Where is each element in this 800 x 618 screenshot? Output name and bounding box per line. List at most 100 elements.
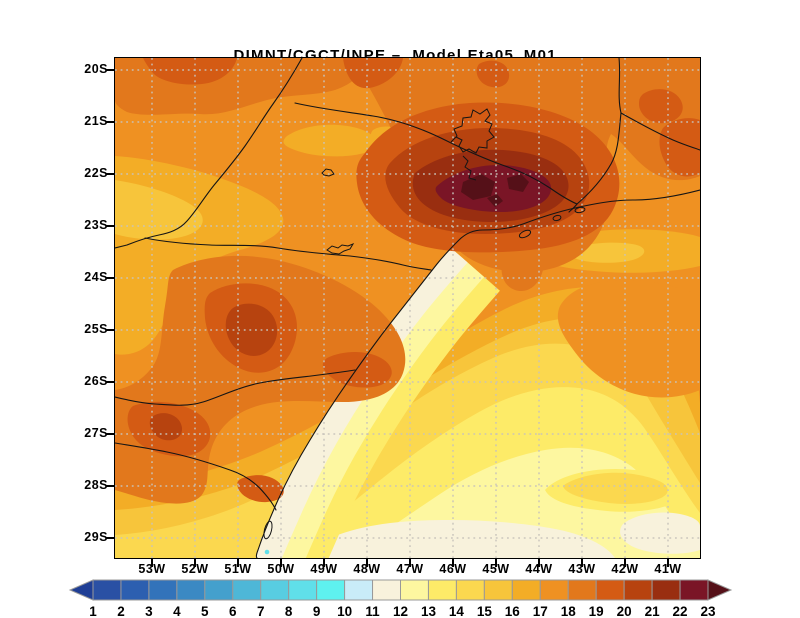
lat-tick-label: 25S bbox=[84, 322, 108, 336]
lon-tick-mark bbox=[151, 559, 153, 567]
colorbar-level-label: 18 bbox=[561, 604, 577, 618]
mg-rj-border bbox=[576, 112, 622, 205]
colorbar-level-label: 3 bbox=[145, 604, 153, 618]
lat-tick-label: 26S bbox=[84, 374, 108, 388]
mg-sp-border bbox=[294, 102, 578, 205]
colorbar-level-label: 5 bbox=[201, 604, 209, 618]
colorbar-swatch bbox=[679, 579, 709, 601]
colorbar-level-label: 11 bbox=[365, 604, 380, 618]
colorbar-level-label: 6 bbox=[229, 604, 237, 618]
lon-tick-mark bbox=[581, 559, 583, 567]
lon-tick-mark bbox=[409, 559, 411, 567]
lat-tick-label: 21S bbox=[84, 114, 108, 128]
colorbar-level-label: 22 bbox=[673, 604, 688, 618]
mg-es-border bbox=[618, 57, 622, 114]
colorbar: 1 2 3 4 5 6 7 8 9 10 11 12 13 14 15 16 17 18 19 20 21 22 23 bbox=[68, 579, 733, 618]
colorbar-swatch bbox=[204, 579, 234, 601]
colorbar-swatch bbox=[511, 579, 541, 601]
colorbar-swatch bbox=[260, 579, 290, 601]
temperature-contour-region bbox=[115, 180, 203, 240]
lat-tick-label: 28S bbox=[84, 478, 108, 492]
colorbar-level-label: 15 bbox=[477, 604, 493, 618]
temperature-contour-region bbox=[143, 58, 237, 85]
sc-rs-border bbox=[114, 442, 277, 511]
lon-tick-mark bbox=[194, 559, 196, 567]
florianopolis-island bbox=[263, 520, 273, 540]
colorbar-swatch bbox=[372, 579, 401, 601]
lat-tick-label: 24S bbox=[84, 270, 108, 284]
temperature-contour-region bbox=[322, 352, 392, 388]
colorbar-level-label: 17 bbox=[533, 604, 548, 618]
lat-tick-mark bbox=[106, 277, 115, 279]
lon-tick-mark bbox=[323, 559, 325, 567]
lon-tick-mark bbox=[452, 559, 454, 567]
lat-tick-mark bbox=[106, 121, 115, 123]
colorbar-level-label: 21 bbox=[645, 604, 661, 618]
ilha-grande-island bbox=[574, 206, 586, 214]
colorbar-level-label: 1 bbox=[89, 604, 97, 618]
lat-tick-label: 22S bbox=[84, 166, 108, 180]
colorbar-level-label: 9 bbox=[313, 604, 321, 618]
lat-tick-mark bbox=[106, 173, 115, 175]
lat-tick-mark bbox=[106, 485, 115, 487]
jurumirim-lake bbox=[326, 242, 355, 255]
lon-tick-mark bbox=[280, 559, 282, 567]
lat-tick-mark bbox=[106, 329, 115, 331]
colorbar-swatch bbox=[288, 579, 318, 601]
colorbar-level-label: 2 bbox=[117, 604, 125, 618]
colorbar-swatch bbox=[120, 579, 150, 601]
colorbar-level-label: 20 bbox=[617, 604, 632, 618]
map-plot-area bbox=[114, 57, 701, 559]
lon-tick-mark bbox=[495, 559, 497, 567]
colorbar-swatch bbox=[567, 579, 597, 601]
coastline bbox=[255, 189, 701, 559]
colorbar-swatch bbox=[232, 579, 262, 601]
lon-tick-label: 42W bbox=[611, 562, 639, 576]
reservoir-squiggle bbox=[462, 155, 477, 181]
colorbar-swatch bbox=[176, 579, 206, 601]
colorbar-swatch bbox=[92, 579, 122, 601]
lon-tick-mark bbox=[667, 559, 669, 567]
lat-tick-mark bbox=[106, 381, 115, 383]
colorbar-level-label: 8 bbox=[285, 604, 293, 618]
temperature-contour-region bbox=[461, 174, 495, 200]
pr-sc-border bbox=[114, 369, 356, 406]
lat-tick-label: 27S bbox=[84, 426, 108, 440]
lon-tick-label: 52W bbox=[181, 562, 209, 576]
temperature-map bbox=[114, 57, 701, 559]
temperature-contour-region bbox=[283, 124, 377, 157]
colorbar-level-label: 14 bbox=[449, 604, 465, 618]
colorbar-level-label: 19 bbox=[589, 604, 604, 618]
lon-tick-mark bbox=[237, 559, 239, 567]
temperature-contour-region bbox=[487, 194, 503, 207]
lon-tick-label: 53W bbox=[138, 562, 166, 576]
temperature-contour-region bbox=[563, 472, 668, 504]
lon-tick-label: 41W bbox=[654, 562, 682, 576]
sp-pr-border bbox=[144, 237, 432, 271]
colorbar-level-label: 4 bbox=[173, 604, 181, 618]
colorbar-swatch bbox=[400, 579, 429, 601]
colorbar-swatch bbox=[539, 579, 569, 601]
lat-tick-label: 23S bbox=[84, 218, 108, 232]
lon-tick-label: 47W bbox=[396, 562, 424, 576]
colorbar-swatch bbox=[595, 579, 625, 601]
es-rj-border bbox=[620, 112, 701, 151]
colorbar-swatch bbox=[344, 579, 374, 601]
lon-tick-label: 43W bbox=[568, 562, 596, 576]
temperature-contour-region bbox=[639, 89, 683, 124]
lon-tick-label: 45W bbox=[482, 562, 510, 576]
gridlines bbox=[115, 58, 700, 558]
colorbar-swatch bbox=[316, 579, 346, 601]
furnas-lake bbox=[450, 108, 495, 154]
temperature-contour-region bbox=[620, 512, 700, 554]
lat-tick-label: 20S bbox=[84, 62, 108, 76]
colorbar-level-label: 23 bbox=[700, 604, 716, 618]
lon-tick-mark bbox=[366, 559, 368, 567]
temperature-contour-region bbox=[659, 118, 700, 177]
lon-tick-label: 49W bbox=[310, 562, 338, 576]
lon-tick-label: 51W bbox=[224, 562, 252, 576]
parana-river-border bbox=[114, 57, 303, 249]
lon-tick-label: 44W bbox=[525, 562, 553, 576]
lat-tick-mark bbox=[106, 69, 115, 71]
